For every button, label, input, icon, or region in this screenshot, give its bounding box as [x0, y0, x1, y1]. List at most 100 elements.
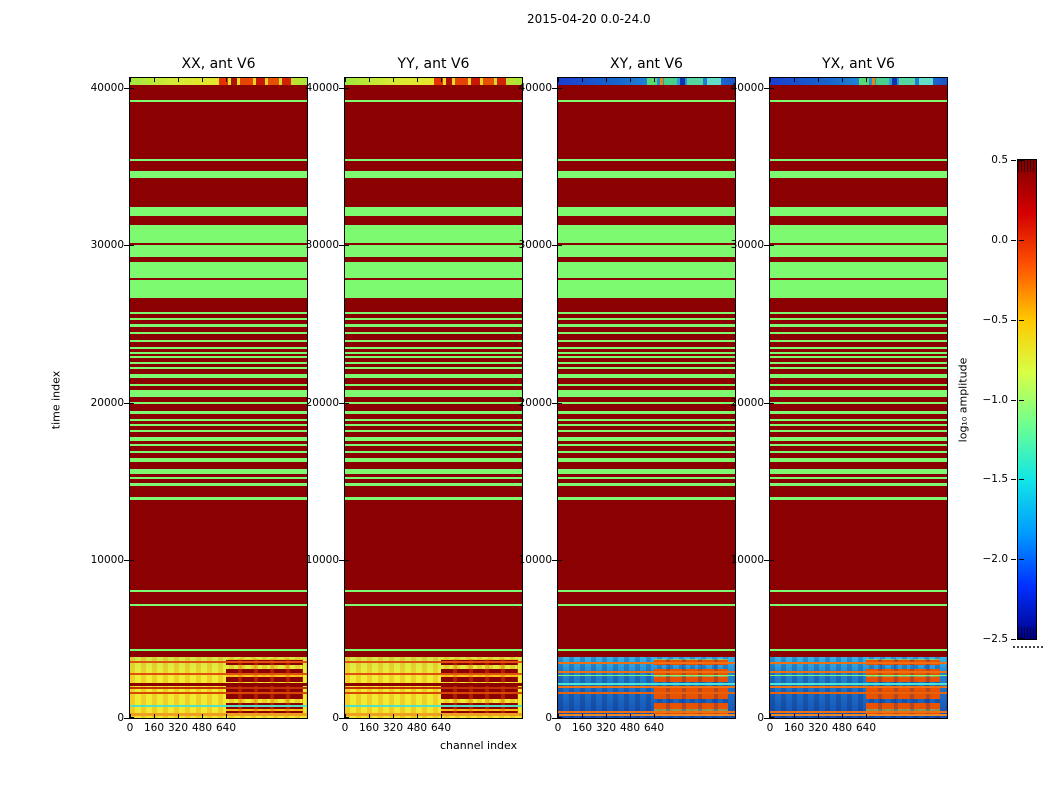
- x-tick-mark: [842, 78, 843, 82]
- y-tick-label: 20000: [518, 396, 552, 409]
- x-tick-mark: [178, 78, 179, 82]
- colorbar-over-hatch: [1018, 160, 1036, 172]
- heatmap-top-patch: [268, 78, 279, 85]
- y-tick-mark: [345, 560, 349, 562]
- heatmap-band: [558, 171, 735, 178]
- heatmap-band: [345, 424, 522, 426]
- heatmap-band: [130, 477, 307, 479]
- colorbar-tick-mark: [1011, 479, 1016, 481]
- panel-heatmap: [344, 77, 523, 719]
- heatmap-band: [770, 324, 947, 327]
- heatmap-bottom-line: [345, 687, 522, 689]
- y-tick-label: 30000: [518, 239, 552, 252]
- y-tick-mark: [124, 560, 129, 562]
- y-tick-label: 40000: [730, 81, 764, 94]
- y-tick-label: 30000: [305, 239, 339, 252]
- y-tick-mark: [764, 560, 769, 562]
- colorbar-tick-label: 0.5: [991, 154, 1008, 166]
- x-tick-mark: [770, 714, 771, 718]
- heatmap-band: [770, 171, 947, 178]
- heatmap-top-patch: [706, 78, 721, 85]
- heatmap-band: [770, 262, 947, 278]
- heatmap-band: [130, 497, 307, 500]
- y-tick-mark: [130, 402, 134, 404]
- x-tick-mark: [154, 714, 155, 718]
- heatmap-band: [770, 207, 947, 216]
- heatmap-band: [770, 402, 947, 404]
- y-tick-mark: [124, 402, 129, 404]
- y-tick-mark: [764, 718, 769, 719]
- heatmap-band: [130, 458, 307, 462]
- x-tick-mark: [794, 714, 795, 718]
- heatmap-band: [558, 362, 735, 364]
- heatmap-band: [345, 171, 522, 178]
- heatmap-band: [558, 590, 735, 592]
- colorbar-tick-mark: [1011, 239, 1016, 241]
- x-tick-label: 160: [783, 722, 805, 734]
- heatmap-band: [770, 352, 947, 354]
- x-tick-label: 320: [382, 722, 404, 734]
- x-tick-mark: [654, 78, 655, 82]
- y-tick-mark: [124, 245, 129, 247]
- heatmap-band: [130, 411, 307, 414]
- x-tick-mark: [558, 714, 559, 718]
- y-tick-label: 0: [117, 712, 124, 724]
- heatmap-bottom-blocks: [653, 659, 728, 716]
- heatmap-band: [345, 604, 522, 606]
- heatmap-bottom-region: [770, 657, 947, 718]
- heatmap-bottom-line: [770, 711, 947, 713]
- heatmap-band: [345, 318, 522, 320]
- y-tick-label: 10000: [518, 554, 552, 567]
- heatmap-band: [130, 262, 307, 278]
- heatmap-band: [130, 356, 307, 358]
- colorbar-tick-mark: [1019, 239, 1024, 241]
- panel-heatmap: [129, 77, 308, 719]
- heatmap-band: [558, 451, 735, 453]
- panel-title: YY, ant V6: [397, 56, 470, 72]
- heatmap-band: [345, 430, 522, 432]
- heatmap-band: [345, 437, 522, 441]
- heatmap-band: [130, 225, 307, 243]
- heatmap-band: [558, 100, 735, 102]
- heatmap-band: [130, 171, 307, 178]
- heatmap-band: [558, 324, 735, 327]
- x-tick-label: 320: [167, 722, 189, 734]
- x-tick-label: 640: [855, 722, 877, 734]
- colorbar-tick-mark: [1011, 559, 1016, 561]
- heatmap-top-patch: [255, 78, 265, 85]
- y-tick-mark: [130, 560, 134, 562]
- colorbar-tick-mark: [1019, 479, 1024, 481]
- x-tick-label: 320: [807, 722, 829, 734]
- y-tick-mark: [770, 402, 774, 404]
- heatmap-bottom-line: [770, 692, 947, 694]
- heatmap-band: [558, 312, 735, 314]
- heatmap-bottom-line: [345, 683, 522, 686]
- heatmap-band: [130, 207, 307, 216]
- heatmap-band: [770, 347, 947, 349]
- heatmap-band: [558, 469, 735, 474]
- heatmap-band: [558, 159, 735, 161]
- heatmap-band: [345, 390, 522, 397]
- x-tick-label: 160: [571, 722, 593, 734]
- colorbar-label: log₁₀ amplitude: [956, 357, 970, 443]
- heatmap-band: [770, 279, 947, 298]
- heatmap-band: [345, 469, 522, 474]
- heatmap-band: [345, 419, 522, 421]
- colorbar-extend-dotted: [1013, 646, 1043, 648]
- heatmap-bottom-line: [345, 713, 522, 716]
- heatmap-band: [558, 318, 735, 320]
- heatmap-band: [558, 279, 735, 298]
- heatmap-bottom-region: [345, 657, 522, 718]
- heatmap-bottom-line: [130, 692, 307, 694]
- heatmap-band: [558, 604, 735, 606]
- y-tick-label: 20000: [90, 396, 124, 409]
- heatmap-band: [770, 424, 947, 426]
- heatmap-band: [345, 207, 522, 216]
- heatmap-top-patch: [218, 78, 229, 85]
- heatmap-band: [345, 483, 522, 486]
- heatmap-band: [345, 279, 522, 298]
- heatmap-top-patch: [470, 78, 480, 85]
- heatmap-band: [345, 451, 522, 453]
- x-tick-mark: [770, 78, 771, 82]
- heatmap-band: [558, 356, 735, 358]
